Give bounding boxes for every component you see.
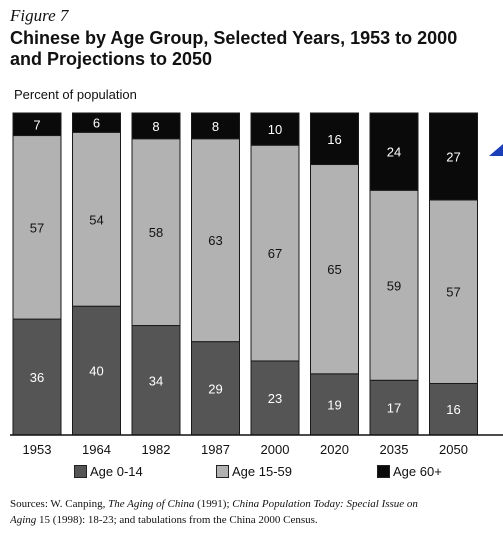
bar-segment-age-15-59-1982 <box>131 138 181 327</box>
source-title-2: China Population Today: Special Issue on <box>232 498 418 510</box>
x-tick-label-1982: 1982 <box>142 442 171 457</box>
x-tick-label-2050: 2050 <box>439 442 468 457</box>
data-label-age-15-59-2050: 57 <box>446 285 460 300</box>
chart-title-line-1: Chinese by Age Group, Selected Years, 19… <box>10 28 458 48</box>
data-label-age-0-14-1987: 29 <box>208 381 222 396</box>
bar-segment-age-60-1987 <box>191 112 240 140</box>
data-label-age-15-59-2020: 65 <box>327 262 341 277</box>
x-tick-label-1964: 1964 <box>82 442 111 457</box>
data-label-age-60-2020: 16 <box>327 132 341 147</box>
x-tick-label-2035: 2035 <box>380 442 409 457</box>
data-label-age-60-2050: 27 <box>446 149 460 164</box>
data-label-age-60-2000: 10 <box>268 122 282 137</box>
bar-segment-age-60-2035 <box>369 112 419 191</box>
chart-title-line-2: and Projections to 2050 <box>10 49 213 69</box>
data-label-age-0-14-1953: 36 <box>30 370 44 385</box>
bar-segment-age-15-59-2035 <box>369 189 419 381</box>
legend-label-age-15-59: Age 15-59 <box>232 464 292 479</box>
bar-segment-age-15-59-1953 <box>12 135 62 320</box>
bar-segment-age-0-14-1964 <box>72 305 121 436</box>
x-tick-label-2020: 2020 <box>320 442 349 457</box>
data-label-age-60-1964: 6 <box>93 116 100 131</box>
bar-segment-age-60-2050 <box>429 112 478 201</box>
bar-segment-age-0-14-1953 <box>12 318 62 436</box>
x-tick-label-1953: 1953 <box>23 442 52 457</box>
bar-segment-age-0-14-2035 <box>369 379 419 436</box>
bar-segment-age-0-14-2050 <box>429 382 478 436</box>
source-line-2-title: Aging <box>10 514 37 526</box>
bar-segment-age-60-1953 <box>12 112 62 137</box>
x-tick-label-1987: 1987 <box>201 442 230 457</box>
data-label-age-0-14-1982: 34 <box>149 373 163 388</box>
data-label-age-15-59-1987: 63 <box>208 233 222 248</box>
source-line-1: Sources: W. Canping, The Aging of China … <box>10 496 503 512</box>
data-label-age-15-59-1982: 58 <box>149 225 163 240</box>
legend-item-age-0-14: Age 0-14 <box>74 464 143 479</box>
bar-segment-age-60-2000 <box>250 112 300 146</box>
x-tick-label-2000: 2000 <box>261 442 290 457</box>
data-label-age-15-59-1953: 57 <box>30 220 44 235</box>
figure-label: Figure 7 <box>10 6 69 25</box>
data-label-age-15-59-1964: 54 <box>89 212 103 227</box>
data-label-age-0-14-1964: 40 <box>89 364 103 379</box>
data-label-age-0-14-2000: 23 <box>268 391 282 406</box>
data-label-age-60-1953: 7 <box>33 117 40 132</box>
chart-title: Chinese by Age Group, Selected Years, 19… <box>10 28 503 70</box>
bar-segment-age-0-14-1982 <box>131 325 181 436</box>
data-label-age-0-14-2050: 16 <box>446 402 460 417</box>
chart-legend: Age 0-14 Age 15-59 Age 60+ <box>0 464 503 486</box>
data-label-age-15-59-2035: 59 <box>387 278 401 293</box>
bar-segment-age-15-59-1987 <box>191 138 240 343</box>
legend-swatch-age-15-59 <box>216 465 229 478</box>
legend-item-age-60-plus: Age 60+ <box>377 464 442 479</box>
bar-segment-age-60-2020 <box>310 112 359 166</box>
legend-swatch-age-60-plus <box>377 465 390 478</box>
bar-segment-age-0-14-2020 <box>310 373 359 436</box>
bar-segment-age-60-1964 <box>72 112 121 133</box>
data-label-age-0-14-2020: 19 <box>327 397 341 412</box>
bar-segment-age-60-1982 <box>131 112 181 140</box>
legend-label-age-0-14: Age 0-14 <box>90 464 143 479</box>
data-label-age-0-14-2035: 17 <box>387 401 401 416</box>
arrow-icon <box>487 144 503 165</box>
legend-item-age-15-59: Age 15-59 <box>216 464 292 479</box>
bar-segment-age-15-59-1964 <box>72 131 121 307</box>
data-label-age-15-59-2000: 67 <box>268 246 282 261</box>
y-axis-label: Percent of population <box>14 87 137 102</box>
data-label-age-60-1987: 8 <box>212 119 219 134</box>
source-prefix: Sources: W. Canping, <box>10 498 109 510</box>
source-line-2: Aging 15 (1998): 18-23; and tabulations … <box>10 512 503 528</box>
stacked-bar-chart: 36 57 7 1953 40 54 6 1964 34 58 8 1982 29 63 8 1987 23 67… <box>10 112 503 457</box>
source-title-1: The Aging of China <box>108 498 195 510</box>
legend-label-age-60-plus: Age 60+ <box>393 464 442 479</box>
data-label-age-60-1982: 8 <box>152 119 159 134</box>
source-note: Sources: W. Canping, The Aging of China … <box>10 496 503 528</box>
legend-swatch-age-0-14 <box>74 465 87 478</box>
bar-segment-age-15-59-2020 <box>310 164 359 375</box>
data-label-age-60-2035: 24 <box>387 145 401 160</box>
source-line-2-rest: 15 (1998): 18-23; and tabulations from t… <box>36 514 318 526</box>
source-mid-1: (1991); <box>194 498 233 510</box>
